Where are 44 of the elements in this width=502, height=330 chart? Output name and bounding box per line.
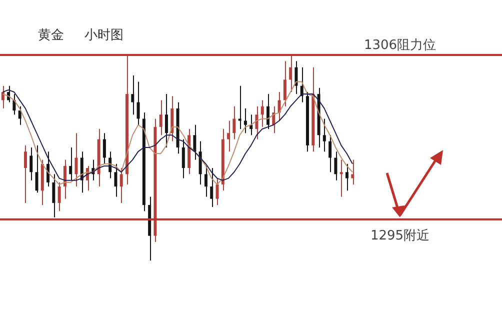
candlestick <box>260 100 264 128</box>
candlestick <box>210 168 214 208</box>
candlestick <box>63 159 66 200</box>
candlestick <box>227 120 230 152</box>
legend-label: 1295附近 <box>370 228 430 244</box>
candlestick <box>164 94 168 148</box>
candlestick <box>46 151 50 188</box>
candlestick <box>340 159 343 198</box>
candlestick <box>12 94 16 116</box>
candlestick <box>328 134 332 173</box>
candlestick <box>334 151 338 181</box>
candlestick <box>345 163 348 192</box>
candlestick <box>244 108 247 134</box>
candlestick <box>351 159 354 185</box>
candlestick <box>204 165 208 198</box>
candlestick <box>52 174 56 218</box>
candlestick <box>159 100 162 136</box>
candlestick <box>30 146 33 181</box>
candlestick <box>322 118 326 152</box>
candlestick <box>294 60 298 95</box>
candlestick <box>131 75 134 116</box>
candlestick <box>193 124 196 160</box>
candlestick <box>114 163 118 198</box>
candlestick <box>216 178 219 206</box>
candlestick <box>102 132 106 164</box>
candlestick <box>58 182 61 212</box>
candlestick <box>69 146 72 181</box>
candlestick <box>198 140 202 185</box>
ref-line-label: 1306阻力位 <box>364 38 436 53</box>
candlestick <box>283 60 286 107</box>
candlestick <box>266 94 270 130</box>
candlestick <box>24 144 27 204</box>
candlestick <box>120 168 123 204</box>
chart-title: 黄金 小时图 <box>38 27 124 44</box>
candlestick <box>238 85 242 130</box>
candlestick <box>182 138 185 179</box>
candlestick <box>255 106 258 140</box>
candlestick <box>80 151 84 194</box>
candlestick <box>289 54 292 92</box>
candlestick <box>74 132 78 188</box>
candlestick <box>35 144 38 194</box>
candlestick <box>232 106 236 140</box>
candlestick <box>278 91 281 122</box>
candlestick <box>136 81 140 126</box>
